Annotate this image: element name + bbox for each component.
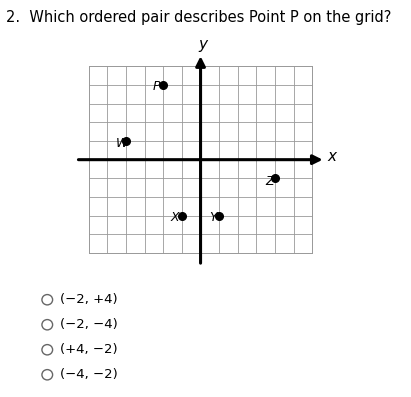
Text: y: y: [199, 37, 208, 52]
Text: 2.  Which ordered pair describes Point P on the grid?: 2. Which ordered pair describes Point P …: [6, 10, 392, 25]
Text: (−2, +4): (−2, +4): [60, 293, 118, 306]
Text: (−4, −2): (−4, −2): [60, 368, 118, 381]
Text: Z: Z: [265, 175, 273, 188]
Text: Y: Y: [209, 211, 217, 224]
Text: X: X: [171, 211, 179, 224]
Text: (−2, −4): (−2, −4): [60, 318, 118, 331]
Text: (+4, −2): (+4, −2): [60, 343, 118, 356]
Text: x: x: [327, 149, 336, 164]
Text: W: W: [116, 137, 128, 150]
Text: P: P: [153, 81, 161, 93]
